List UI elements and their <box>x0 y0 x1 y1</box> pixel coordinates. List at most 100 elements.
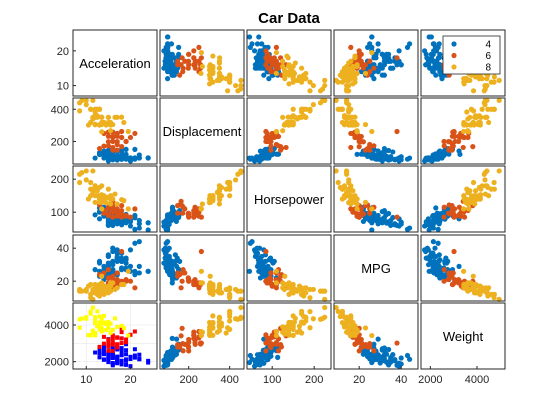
data-point-group-8 <box>481 88 487 94</box>
data-point-group-8 <box>94 283 100 289</box>
data-point-group-4 <box>252 253 258 260</box>
data-point-group-6 <box>105 143 111 149</box>
data-point-group-4 <box>386 147 392 154</box>
data-point-group-8 <box>465 116 471 122</box>
x-tick-label: 20 <box>124 374 136 386</box>
data-point-group-4 <box>431 41 437 47</box>
data-point-group-6 <box>192 336 198 342</box>
data-point-group-6 <box>358 336 364 343</box>
data-point-group-8 <box>491 74 498 80</box>
data-point-group-6 <box>178 285 184 291</box>
data-point-group-8 <box>362 121 369 128</box>
data-point-group-4 <box>132 146 138 152</box>
data-point-group-8 <box>303 106 309 112</box>
data-point-group-8 <box>344 82 350 89</box>
data-point-group-6 <box>175 58 181 64</box>
data-point-group-4 <box>127 223 134 229</box>
data-point-group-6 <box>192 341 198 347</box>
data-point-group-6 <box>275 133 282 140</box>
data-point-group-8 <box>465 189 471 195</box>
data-point-group-8 <box>288 319 294 326</box>
data-point-group-8 <box>77 100 83 106</box>
data-point-group-8 <box>307 308 313 315</box>
data-point-group-8 <box>341 194 348 200</box>
data-point-group-8 <box>93 321 98 326</box>
data-point-group-4 <box>168 270 175 276</box>
data-point-group-4 <box>146 358 151 363</box>
data-point-group-6 <box>114 280 120 286</box>
data-point-group-8 <box>88 309 93 314</box>
data-point-group-8 <box>121 281 127 288</box>
data-point-group-4 <box>390 352 396 358</box>
data-point-group-6 <box>101 341 106 346</box>
data-point-group-4 <box>381 209 387 215</box>
data-point-group-4 <box>257 275 264 281</box>
data-point-group-4 <box>168 41 175 47</box>
data-point-group-8 <box>107 128 114 134</box>
data-point-group-4 <box>114 247 120 253</box>
data-point-group-4 <box>110 346 115 351</box>
data-point-group-6 <box>124 340 129 345</box>
data-point-group-6 <box>394 128 400 135</box>
data-point-group-4 <box>110 157 116 163</box>
y-tick-label: 4000 <box>45 320 69 332</box>
data-point-group-8 <box>103 200 109 206</box>
data-point-group-8 <box>101 193 107 199</box>
data-point-group-6 <box>371 65 377 71</box>
data-point-group-8 <box>280 58 286 64</box>
data-point-group-8 <box>198 70 204 77</box>
data-point-group-6 <box>458 213 464 219</box>
data-point-group-8 <box>475 290 481 296</box>
data-point-group-6 <box>175 210 181 216</box>
data-point-group-8 <box>280 128 286 134</box>
data-point-group-4 <box>435 258 442 264</box>
data-point-group-8 <box>354 201 360 207</box>
data-point-group-8 <box>273 49 279 56</box>
data-point-group-6 <box>445 276 451 283</box>
data-point-group-8 <box>484 82 490 89</box>
data-point-group-4 <box>392 357 398 363</box>
data-point-group-8 <box>296 283 303 289</box>
x-tick-label: 20 <box>353 374 365 386</box>
data-point-group-4 <box>169 348 176 354</box>
data-point-group-6 <box>196 44 202 50</box>
data-point-group-8 <box>335 179 341 186</box>
data-point-group-8 <box>288 119 294 126</box>
diagonal-label-weight: Weight <box>443 329 484 344</box>
data-point-group-6 <box>283 144 289 151</box>
data-point-group-8 <box>470 119 477 126</box>
data-point-group-6 <box>110 348 115 353</box>
data-point-group-4 <box>430 225 436 231</box>
data-point-group-6 <box>114 130 120 137</box>
data-point-group-6 <box>446 270 452 276</box>
data-point-group-4 <box>119 346 124 351</box>
data-point-group-4 <box>136 152 142 158</box>
data-point-group-4 <box>388 65 394 71</box>
data-point-group-8 <box>288 290 294 296</box>
data-point-group-6 <box>441 138 447 145</box>
data-point-group-8 <box>77 317 82 322</box>
data-point-group-8 <box>86 333 91 338</box>
data-point-group-8 <box>99 183 105 189</box>
data-point-group-6 <box>264 280 270 286</box>
data-point-group-6 <box>348 144 354 151</box>
cell-weight-vs-acceleration-frame <box>72 302 158 370</box>
data-point-group-6 <box>106 340 111 345</box>
data-point-group-6 <box>127 214 134 220</box>
data-point-group-8 <box>227 193 233 199</box>
data-point-group-8 <box>317 288 324 294</box>
data-point-group-8 <box>362 199 369 205</box>
data-point-group-8 <box>238 314 244 320</box>
data-point-group-8 <box>85 196 92 202</box>
data-point-group-4 <box>127 155 134 161</box>
data-point-group-8 <box>95 309 100 314</box>
x-tick-label: 400 <box>220 374 238 386</box>
data-point-group-4 <box>261 72 267 78</box>
data-point-group-6 <box>445 139 451 145</box>
data-point-group-4 <box>164 239 171 245</box>
data-point-group-6 <box>354 340 360 346</box>
data-point-group-4 <box>123 151 129 157</box>
data-point-group-8 <box>198 206 204 212</box>
data-point-group-8 <box>125 206 131 212</box>
data-point-group-4 <box>127 247 134 253</box>
